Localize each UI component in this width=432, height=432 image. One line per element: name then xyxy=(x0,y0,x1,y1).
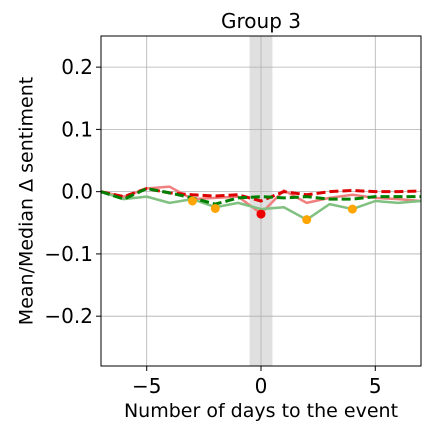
marker-layer xyxy=(187,196,357,225)
ticks: −5 0 5 0.2 0.1 0.0 −0.1 −0.2 xyxy=(44,55,381,398)
x-tick-label: 5 xyxy=(369,374,382,398)
y-axis-label: Mean/Median Δ sentiment xyxy=(16,77,38,325)
series-line-4 xyxy=(100,187,421,206)
series-line-2 xyxy=(100,190,422,221)
y-tick-label: 0.2 xyxy=(61,55,93,79)
y-tick-label: −0.2 xyxy=(44,304,93,328)
marker-point xyxy=(302,215,312,225)
marker-point xyxy=(210,203,220,213)
y-tick-label: −0.1 xyxy=(44,242,93,266)
marker-point xyxy=(256,209,266,219)
x-axis-label: Number of days to the event xyxy=(124,400,398,422)
x-tick-label: 0 xyxy=(255,374,268,398)
x-tick-label: −5 xyxy=(132,374,161,398)
chart-title: Group 3 xyxy=(221,9,301,33)
y-tick-label: 0.1 xyxy=(61,117,93,141)
y-tick-label: 0.0 xyxy=(61,180,93,204)
marker-point xyxy=(187,196,197,206)
marker-point xyxy=(347,204,357,214)
